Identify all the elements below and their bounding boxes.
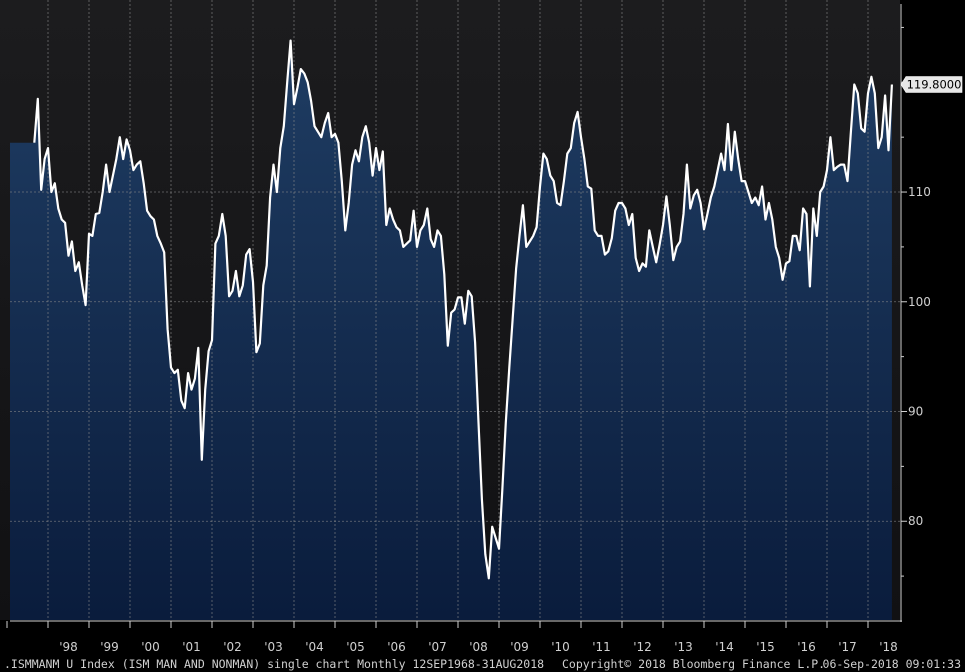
x-tick-label: '14 <box>715 640 734 654</box>
x-tick-label: '10 <box>551 640 570 654</box>
line-layer <box>33 39 893 580</box>
x-tick-label: '07 <box>428 640 447 654</box>
footer-right: 06-Sep-2018 09:01:33 <box>823 657 962 671</box>
grid-layer <box>10 0 900 620</box>
x-tick-label: '13 <box>674 640 693 654</box>
y-tick-label: 100 <box>908 295 931 309</box>
footer-left: .ISMMANM U Index (ISM MAN AND NONMAN) si… <box>4 657 544 671</box>
y-tick-label: 110 <box>908 185 931 199</box>
x-tick-label: '01 <box>182 640 201 654</box>
x-tick-label: '04 <box>305 640 324 654</box>
x-tick-label: '11 <box>592 640 611 654</box>
last-value-label: 119.8000 <box>900 76 963 93</box>
last-value-box <box>900 76 963 93</box>
x-tick-label: '16 <box>797 640 816 654</box>
x-tick-label: '15 <box>756 640 775 654</box>
last-value-text: 119.8000 <box>907 77 962 91</box>
x-tick-label: '08 <box>469 640 488 654</box>
footer: .ISMMANM U Index (ISM MAN AND NONMAN) si… <box>4 657 961 671</box>
x-tick-label: '06 <box>387 640 406 654</box>
x-tick-label: '00 <box>141 640 160 654</box>
y-tick-label: 80 <box>908 514 923 528</box>
x-tick-label: '17 <box>838 640 857 654</box>
x-tick-label: '18 <box>879 640 898 654</box>
x-tick-label: '12 <box>633 640 652 654</box>
x-tick-label: '98 <box>59 640 78 654</box>
area-layer <box>10 40 892 621</box>
series-line <box>33 39 893 580</box>
series-area <box>10 40 892 621</box>
x-tick-label: '03 <box>264 640 283 654</box>
x-tick-label: '09 <box>510 640 529 654</box>
x-tick-label: '02 <box>223 640 242 654</box>
y-tick-label: 90 <box>908 405 923 419</box>
axis-layer: 80 90 100 110 '98 '99 '00 '01 '02 '03 '04 '05 '06 '07… <box>6 4 963 654</box>
footer-center: Copyright© 2018 Bloomberg Finance L.P. <box>562 657 825 671</box>
x-tick-label: '99 <box>100 640 119 654</box>
x-tick-label: '05 <box>346 640 365 654</box>
